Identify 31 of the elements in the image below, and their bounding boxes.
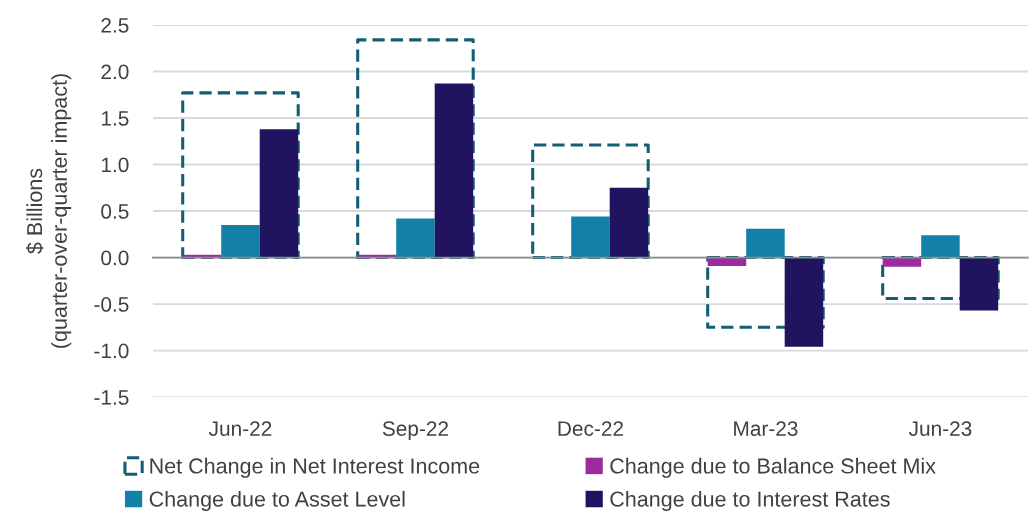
bar	[434, 83, 474, 258]
bar	[882, 257, 922, 267]
legend-label: Change due to Balance Sheet Mix	[610, 457, 936, 478]
x-tick-label: Dec-22	[558, 421, 623, 436]
legend-label: Change due to Interest Rates	[610, 490, 890, 511]
x-tick-label: Mar-23	[734, 421, 798, 436]
y-tick-label: -0.5	[94, 297, 129, 312]
y-tick-label: 2.5	[101, 17, 129, 33]
bar	[959, 257, 999, 311]
bar	[221, 224, 260, 258]
bar	[571, 216, 610, 258]
bar	[921, 235, 960, 258]
bar	[707, 257, 747, 266]
bar	[396, 218, 435, 258]
y-tick-label: 0.5	[101, 204, 129, 219]
y-tick-label: 1.5	[101, 111, 129, 126]
x-tick-label: Jun-22	[208, 421, 272, 436]
bar	[609, 187, 649, 258]
bar	[746, 228, 785, 258]
y-tick-label: -1.0	[94, 343, 129, 359]
y-tick-label: -1.5	[94, 390, 129, 405]
bar	[259, 129, 299, 258]
y-tick-label: 2.0	[101, 64, 129, 80]
y-axis-title: $ Billions (quarter-over-quarter impact)	[26, 74, 72, 348]
legend-label: Change due to Asset Level	[149, 490, 405, 511]
x-tick-label: Sep-22	[382, 421, 448, 441]
legend-label: Net Change in Net Interest Income	[150, 457, 480, 478]
x-tick-label: Jun-23	[908, 421, 972, 436]
bar	[784, 257, 824, 347]
y-tick-label: 1.0	[101, 157, 129, 173]
y-tick-label: 0.0	[101, 250, 129, 266]
